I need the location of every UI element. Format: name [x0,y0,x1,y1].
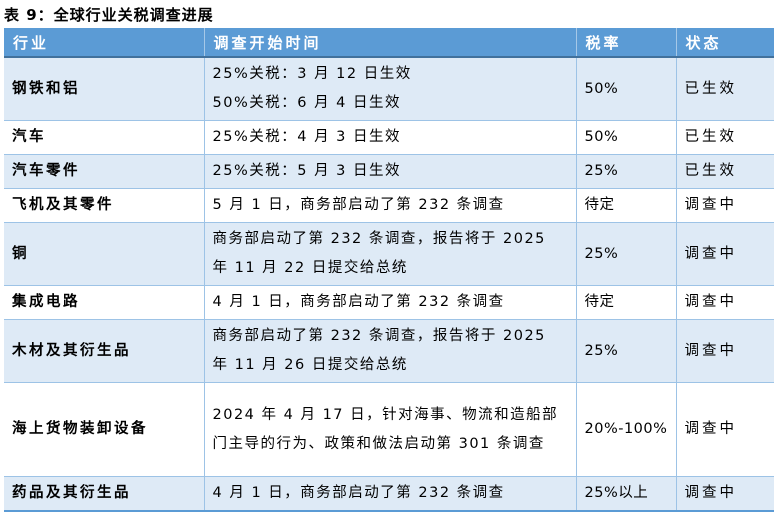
table-title: 表 9：全球行业关税调查进展 [4,6,214,24]
table-row: 汽车零件 25%关税：5 月 3 日生效 25% 已生效 [4,154,774,189]
status-cell: 调查中 [675,188,774,223]
rate-cell: 50% [575,56,677,121]
rate-cell: 50% [575,120,677,155]
rate-cell: 25% [575,154,677,189]
status-cell: 调查中 [675,222,774,286]
status-cell: 调查中 [675,319,774,383]
status-cell: 调查中 [675,382,774,477]
industry-cell: 汽车 [4,120,205,155]
rate-cell: 25% [575,319,677,383]
table-row: 集成电路 4 月 1 日，商务部启动了第 232 条调查 待定 调查中 [4,285,774,320]
table-row: 药品及其衍生品 4 月 1 日，商务部启动了第 232 条调查 25%以上 调查… [4,476,774,512]
industry-cell: 钢铁和铝 [4,56,205,121]
start-date-cell: 2024 年 4 月 17 日，针对海事、物流和造船部门主导的行为、政策和做法启… [203,382,577,477]
col-header-start-date: 调查开始时间 [203,28,576,58]
table-row: 木材及其衍生品 商务部启动了第 232 条调查，报告将于 2025 年 11 月… [4,319,774,383]
rate-cell: 待定 [575,285,677,320]
industry-cell: 药品及其衍生品 [4,476,205,512]
industry-cell: 飞机及其零件 [4,188,205,223]
industry-cell: 木材及其衍生品 [4,319,205,383]
header-row: 行业 调查开始时间 税率 状态 [4,28,774,58]
table-row: 钢铁和铝 25%关税：3 月 12 日生效 50%关税：6 月 4 日生效 50… [4,56,774,121]
col-header-status: 状态 [675,28,774,58]
table-row: 飞机及其零件 5 月 1 日，商务部启动了第 232 条调查 待定 调查中 [4,188,774,223]
col-header-industry: 行业 [4,28,204,58]
status-cell: 已生效 [675,120,774,155]
industry-cell: 汽车零件 [4,154,205,189]
status-cell: 已生效 [675,154,774,189]
start-date-cell: 25%关税：5 月 3 日生效 [203,154,577,189]
start-date-cell: 商务部启动了第 232 条调查，报告将于 2025 年 11 月 22 日提交给… [203,222,577,286]
industry-cell: 铜 [4,222,205,286]
col-header-rate: 税率 [575,28,676,58]
table-row: 海上货物装卸设备 2024 年 4 月 17 日，针对海事、物流和造船部门主导的… [4,382,774,477]
start-date-cell: 4 月 1 日，商务部启动了第 232 条调查 [203,476,577,512]
start-date-cell: 25%关税：3 月 12 日生效 50%关税：6 月 4 日生效 [203,56,577,121]
status-cell: 已生效 [675,56,774,121]
industry-cell: 集成电路 [4,285,205,320]
rate-cell: 20%-100% [575,382,677,477]
rate-cell: 25%以上 [575,476,677,512]
table-row: 铜 商务部启动了第 232 条调查，报告将于 2025 年 11 月 22 日提… [4,222,774,286]
start-date-cell: 4 月 1 日，商务部启动了第 232 条调查 [203,285,577,320]
rate-cell: 待定 [575,188,677,223]
industry-cell: 海上货物装卸设备 [4,382,205,477]
rate-cell: 25% [575,222,677,286]
table-row: 汽车 25%关税：4 月 3 日生效 50% 已生效 [4,120,774,155]
start-date-cell: 商务部启动了第 232 条调查，报告将于 2025 年 11 月 26 日提交给… [203,319,577,383]
start-date-cell: 25%关税：4 月 3 日生效 [203,120,577,155]
status-cell: 调查中 [675,476,774,512]
status-cell: 调查中 [675,285,774,320]
start-date-cell: 5 月 1 日，商务部启动了第 232 条调查 [203,188,577,223]
tariff-progress-table: 行业 调查开始时间 税率 状态 钢铁和铝 25%关税：3 月 12 日生效 50… [4,28,774,512]
